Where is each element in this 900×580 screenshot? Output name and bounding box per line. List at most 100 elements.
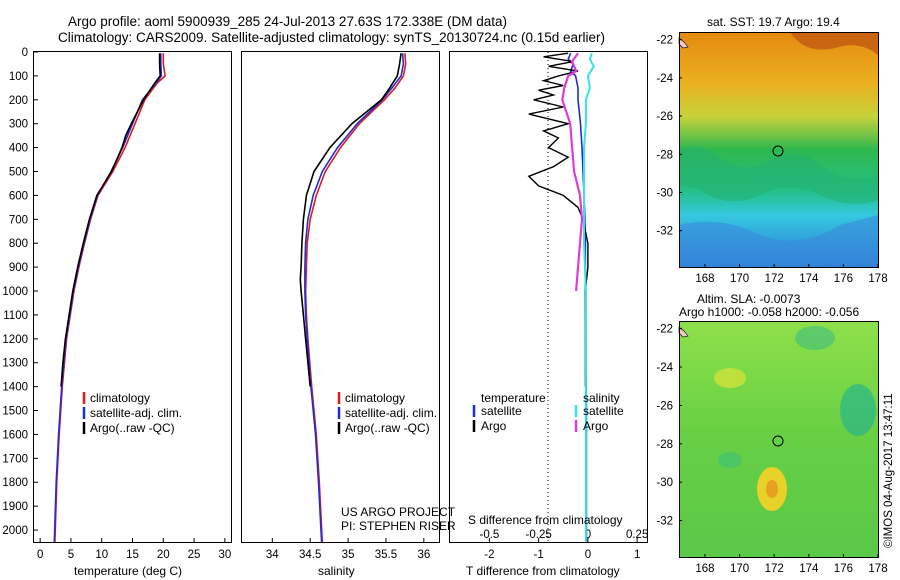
sst-cool-patch (679, 215, 878, 267)
longitude-tick-label: 178 (868, 563, 887, 575)
temperature-tick-label: 10 (95, 549, 108, 561)
longitude-tick-label: 168 (695, 563, 714, 575)
legend-salinity-title: salinity (583, 391, 620, 405)
depth-tick-label: 1300 (2, 358, 28, 370)
figure-title-line1: Argo profile: aoml 5900939_285 24-Jul-20… (68, 14, 507, 29)
depth-tick-label: 1900 (2, 501, 28, 513)
sst-front (679, 146, 878, 204)
argo-line (60, 53, 162, 387)
depth-tick-label: 1400 (2, 382, 28, 394)
legend-climatology-label: climatology (345, 391, 405, 405)
legend-t-satellite-label: satellite (481, 404, 522, 418)
sst-map-title: sat. SST: 19.7 Argo: 19.4 (707, 15, 840, 29)
s-difference-tick-label: -0.5 (479, 529, 499, 541)
salinity-panel: 34 34.5 35 35.5 36 salinity climatology sate… (241, 51, 456, 578)
depth-tick-label: 900 (9, 262, 28, 274)
longitude-tick-label: 168 (695, 273, 714, 285)
s-argo-diff-line (561, 52, 584, 292)
argo-location-marker (772, 145, 784, 157)
difference-axes (449, 51, 648, 543)
s-difference-tick-label: 0 (585, 529, 591, 541)
sla-low-patch-north (795, 326, 835, 350)
t-difference-tick-label: -2 (484, 549, 494, 561)
salinity-tick-label: 36 (417, 549, 430, 561)
longitude-tick-label: 176 (834, 273, 853, 285)
salinity-axes (241, 51, 440, 543)
latitude-tick-label: -26 (656, 400, 673, 412)
depth-axis: 0 100 200 300 400 500 600 700 800 900 1000 1100 1200… (2, 47, 38, 537)
depth-tick-label: 600 (9, 190, 28, 202)
satellite-line (304, 53, 405, 543)
latitude-tick-label: -32 (656, 516, 673, 528)
temperature-series (53, 53, 166, 543)
legend-argo-label: Argo(..raw -QC) (90, 421, 175, 435)
sst-map-axes: 168 170 172 174 176 178 -22 -24 -26 -28 -30 -32 (656, 35, 887, 285)
temperature-panel: 0100200300400500600700800900100011001200… (2, 47, 232, 578)
temperature-tick-label: 30 (218, 549, 231, 561)
sla-peak-anomaly (766, 480, 778, 498)
depth-tick-label: 1000 (2, 286, 28, 298)
longitude-tick-label: 174 (799, 273, 819, 285)
latitude-tick-label: -26 (656, 111, 673, 123)
longitude-tick-label: 176 (834, 563, 853, 575)
t-argo-diff-line (527, 52, 589, 387)
sla-patch (714, 368, 746, 388)
argo-line (299, 53, 402, 387)
s-difference-tick-label: 0.25 (626, 529, 648, 541)
sla-map-title-line1: Altim. SLA: -0.0073 (697, 292, 801, 306)
difference-series (527, 52, 595, 542)
t-difference-xlabel: T difference from climatology (466, 564, 620, 578)
longitude-tick-label: 170 (730, 273, 749, 285)
pi-annotation: PI: STEPHEN RISER (341, 519, 456, 533)
depth-tick-label: 1600 (2, 429, 28, 441)
temperature-axes (33, 51, 232, 543)
satellite-line (53, 53, 163, 543)
depth-tick-label: 300 (9, 119, 28, 131)
latitude-tick-label: -22 (656, 324, 673, 336)
depth-tick-label: 0 (22, 47, 28, 59)
longitude-tick-label: 174 (799, 563, 819, 575)
sst-warm-patch (790, 32, 878, 55)
legend-satellite-label: satellite-adj. clim. (90, 406, 182, 420)
temperature-x-axis: 0 5 10 15 20 25 30 (37, 538, 231, 561)
temperature-tick-label: 15 (126, 549, 139, 561)
s-difference-xlabel: S difference from climatology (468, 513, 623, 527)
latitude-tick-label: -30 (656, 187, 673, 199)
salinity-x-axis: 34 34.5 35 35.5 36 (266, 538, 430, 561)
depth-tick-label: 1500 (2, 406, 28, 418)
t-difference-tick-label: -1 (534, 549, 544, 561)
sla-map-axes: 168 170 172 174 176 178 -22 -24 -26 -28 -30 -32 (656, 324, 887, 575)
s-satellite-diff-line (583, 52, 595, 542)
temperature-tick-label: 5 (68, 549, 74, 561)
salinity-tick-label: 34.5 (299, 549, 321, 561)
legend-satellite-label: satellite-adj. clim. (345, 406, 437, 420)
salinity-xlabel: salinity (318, 564, 355, 578)
copyright-stamp: ©IMOS 04-Aug-2017 13:47:11 (883, 393, 895, 548)
legend-s-argo-label: Argo (583, 419, 609, 433)
depth-tick-label: 1100 (3, 310, 28, 322)
s-difference-tick-label: -0.25 (526, 529, 552, 541)
temperature-tick-label: 0 (37, 549, 43, 561)
argo-location-marker (772, 435, 784, 447)
legend-argo-label: Argo(..raw -QC) (345, 421, 430, 435)
sst-map: sat. SST: 19.7 Argo: 19.4 168 170 172 174 17… (656, 15, 887, 285)
legend-temperature-title: temperature (481, 391, 546, 405)
latitude-tick-label: -32 (656, 226, 673, 238)
sla-field (679, 321, 878, 557)
t-difference-tick-label: 1 (634, 549, 640, 561)
sla-map: Altim. SLA: -0.0073 Argo h1000: -0.058 h… (656, 292, 887, 575)
latitude-tick-label: -22 (656, 35, 673, 47)
temperature-xlabel: temperature (deg C) (74, 564, 182, 578)
depth-tick-label: 2000 (2, 525, 28, 537)
temperature-tick-label: 25 (188, 549, 201, 561)
sla-map-frame (679, 321, 879, 558)
difference-legend: temperature salinity satellite Argo sate… (472, 391, 624, 433)
salinity-legend: climatology satellite-adj. clim. Argo(..… (337, 391, 437, 435)
depth-tick-label: 500 (9, 167, 28, 179)
depth-tick-label: 700 (9, 214, 28, 226)
longitude-tick-label: 172 (765, 563, 784, 575)
depth-tick-label: 800 (9, 238, 28, 250)
latitude-tick-label: -24 (656, 362, 673, 374)
